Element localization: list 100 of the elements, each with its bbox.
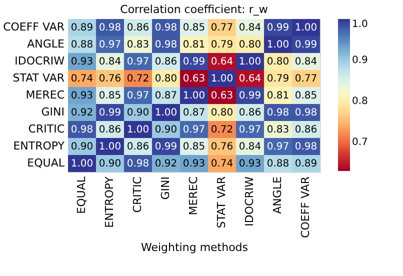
x-tick-label: GINI (159, 176, 172, 200)
data-label: 0.99 (98, 108, 122, 118)
data-label: 0.84 (238, 22, 262, 34)
data-label: 0.99 (294, 40, 318, 50)
data-label: 0.98 (294, 142, 318, 152)
data-label: 0.77 (210, 22, 234, 34)
y-tick-label: CRITIC (28, 122, 65, 136)
data-label: 0.79 (266, 74, 290, 84)
data-label: 0.99 (154, 142, 178, 152)
data-label: 0.84 (238, 142, 262, 152)
data-label: 0.83 (266, 124, 290, 136)
data-label: 0.84 (98, 56, 122, 68)
x-tick-label: COEFF VAR (299, 176, 312, 238)
color-bar-label: 1.0 (352, 19, 368, 30)
data-label: 0.83 (126, 40, 150, 50)
data-label: 0.92 (70, 108, 94, 118)
data-label: 0.89 (70, 22, 94, 34)
data-label: 0.86 (294, 124, 318, 136)
data-label: 0.93 (182, 158, 206, 170)
data-label: 0.85 (294, 90, 318, 102)
data-label: 0.64 (210, 56, 234, 68)
data-label: 0.89 (294, 158, 318, 170)
x-axis-title: Weighting methods (140, 240, 248, 254)
data-label: 0.98 (154, 22, 178, 34)
data-label: 1.00 (210, 74, 234, 84)
x-tick-label: IDOCRIW (243, 176, 256, 226)
data-label: 0.99 (182, 56, 206, 68)
y-tick-label: EQUAL (27, 156, 66, 170)
data-label: 0.74 (70, 74, 94, 84)
data-label: 0.98 (70, 124, 94, 136)
color-bar-label: 0.7 (352, 137, 368, 148)
data-label: 1.00 (294, 22, 318, 34)
data-label: 0.79 (210, 40, 234, 50)
chart-title: Correlation coefficient: r_w (120, 3, 268, 16)
data-label: 1.00 (154, 108, 178, 118)
data-label: 0.86 (98, 124, 122, 136)
color-bar-label: 0.8 (352, 96, 368, 108)
y-tick-label: ANGLE (27, 38, 65, 50)
data-label: 0.92 (154, 158, 178, 170)
y-tick-label: IDOCRIW (14, 54, 65, 68)
data-label: 0.86 (238, 108, 262, 118)
x-tick-label: STAT VAR (215, 176, 228, 228)
data-label: 0.98 (154, 40, 178, 50)
data-label: 1.00 (70, 158, 94, 170)
data-label: 0.74 (210, 158, 234, 170)
y-tick-label: COEFF VAR (3, 20, 65, 34)
data-label: 0.97 (98, 40, 122, 50)
data-label: 0.90 (98, 158, 122, 170)
data-label: 0.88 (266, 158, 290, 170)
data-label: 0.81 (182, 40, 206, 50)
data-label: 0.80 (210, 108, 234, 118)
color-bar-label: 0.9 (352, 55, 368, 66)
data-label: 0.90 (154, 124, 178, 136)
data-label: 0.97 (126, 56, 150, 68)
data-label: 1.00 (182, 90, 206, 102)
data-label: 0.98 (294, 108, 318, 118)
data-label: 0.97 (266, 142, 290, 152)
data-label: 0.63 (182, 74, 206, 84)
data-label: 0.93 (238, 158, 262, 170)
data-label: 0.72 (210, 124, 234, 136)
data-label: 0.97 (126, 90, 150, 102)
data-label: 0.99 (238, 90, 262, 102)
data-label: 0.93 (70, 56, 94, 68)
data-label: 0.98 (126, 158, 150, 170)
data-label: 0.90 (70, 142, 94, 152)
y-tick-label: MEREC (26, 88, 65, 102)
x-tick-label: ENTROPY (103, 176, 116, 228)
x-tick-label: CRITIC (131, 176, 144, 213)
data-label: 0.80 (266, 56, 290, 68)
data-label: 0.88 (70, 40, 94, 50)
data-label: 0.77 (294, 74, 318, 84)
data-label: 0.98 (266, 108, 290, 118)
data-label: 0.93 (70, 90, 94, 102)
data-label: 0.80 (154, 74, 178, 84)
data-label: 0.97 (238, 124, 262, 136)
data-label: 0.84 (294, 56, 318, 68)
data-label: 0.86 (126, 22, 150, 34)
data-label: 0.81 (266, 90, 290, 102)
x-tick-label: ANGLE (271, 176, 284, 214)
data-label: 0.86 (154, 56, 178, 68)
data-label: 0.63 (210, 90, 234, 102)
data-label: 0.99 (266, 22, 290, 34)
y-tick-label: ENTROPY (13, 140, 65, 152)
data-label: 0.64 (238, 74, 262, 84)
data-label: 0.90 (126, 108, 150, 118)
data-label: 0.76 (98, 74, 122, 84)
data-label: 0.72 (126, 74, 150, 84)
data-label: 0.85 (182, 142, 206, 152)
data-label: 0.86 (126, 142, 150, 152)
data-label: 1.00 (266, 40, 290, 50)
data-label: 0.80 (238, 40, 262, 50)
data-label: 0.76 (210, 142, 234, 152)
y-tick-label: GINI (41, 106, 64, 118)
x-tick-label: MEREC (187, 176, 200, 216)
data-label: 0.85 (182, 22, 206, 34)
data-label: 0.87 (182, 108, 206, 118)
data-label: 0.87 (154, 90, 178, 102)
data-label: 0.85 (98, 90, 122, 102)
data-label: 1.00 (238, 56, 262, 68)
data-label: 0.97 (182, 124, 206, 136)
